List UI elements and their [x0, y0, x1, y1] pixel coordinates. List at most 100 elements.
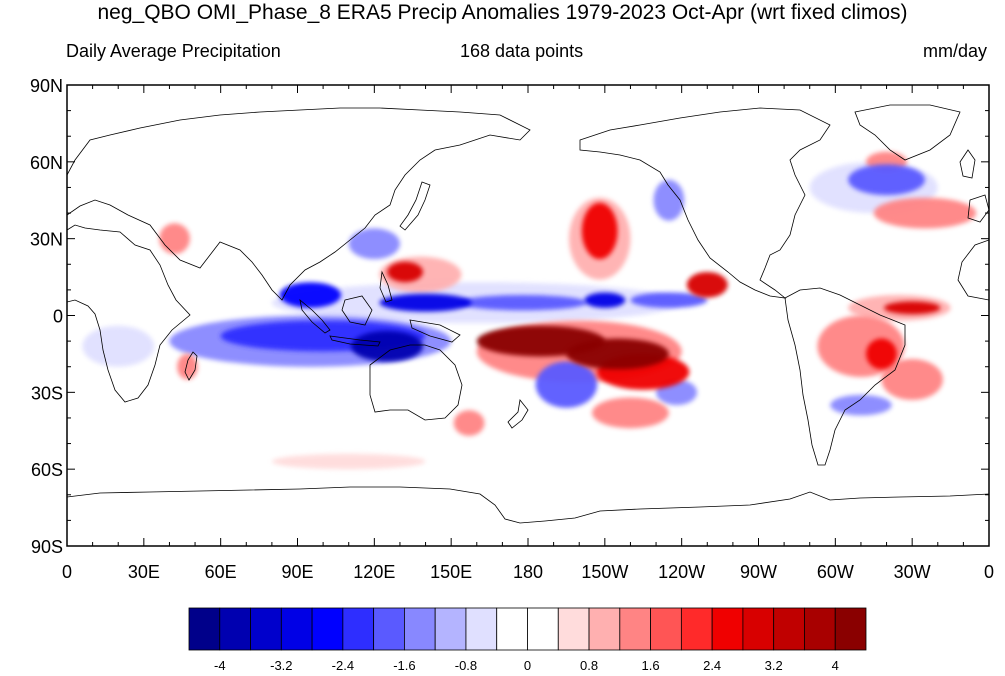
colorbar-swatch: [680, 607, 713, 651]
coastline-new-zealand: [507, 399, 529, 429]
anomaly-equatorial-band-dry: [379, 293, 472, 312]
anomaly-western-pacific-wet: [387, 261, 423, 283]
map-axes: 0 30E 60E 90E 120E 150E 180 150W 120W 90W 60W 30W 0 9…: [30, 76, 994, 582]
coastline-philippines: [379, 270, 393, 303]
colorbar-swatch: [342, 607, 375, 651]
x-tick-label: 150E: [430, 562, 472, 582]
colorbar-tick-label: -1.6: [393, 658, 415, 673]
anomaly-south-pacific-midlat-wet: [592, 397, 669, 429]
x-tick-label: 0: [984, 562, 994, 582]
y-tick-label: 60N: [30, 153, 63, 173]
subtitle-left: Daily Average Precipitation: [66, 41, 281, 61]
anomaly-north-atlantic-wet: [873, 197, 977, 229]
anomaly-eastern-pacific-wet: [686, 271, 728, 298]
colorbar-tick-label: -3.2: [270, 658, 292, 673]
anomaly-bay-of-bengal-dry: [279, 282, 342, 308]
colorbar-swatch: [188, 607, 221, 651]
x-tick-label: 90W: [740, 562, 777, 582]
anomaly-africa-dry: [82, 325, 155, 367]
colorbar-swatch: [834, 607, 867, 651]
colorbar-swatch: [650, 607, 682, 651]
coastline-sumatra: [299, 298, 331, 334]
colorbar-swatch: [619, 607, 651, 651]
colorbar-swatch: [773, 607, 805, 651]
coastline-north-america: [579, 107, 831, 299]
colorbar-tick-label: 2.4: [703, 658, 721, 673]
anomaly-middle-east-wet: [159, 223, 190, 255]
subtitle-center: 168 data points: [460, 41, 584, 61]
chart-title: neg_QBO OMI_Phase_8 ERA5 Precip Anomalie…: [97, 1, 908, 24]
x-tick-label: 120W: [658, 562, 705, 582]
coastline-iberia: [967, 194, 989, 223]
colorbar-swatch: [373, 607, 405, 651]
x-tick-label: 150W: [581, 562, 628, 582]
y-tick-label: 30S: [31, 383, 63, 403]
colorbar-swatch: [588, 607, 621, 651]
y-tick-label: 90N: [30, 76, 63, 96]
coastline-madagascar: [184, 351, 198, 381]
colorbar-tick-label: -2.4: [332, 658, 354, 673]
colorbar-tick-label: 4: [832, 658, 839, 673]
colorbar-swatch: [711, 607, 744, 651]
x-tick-label: 60W: [817, 562, 854, 582]
coastline-greenland: [854, 104, 961, 161]
coastline-borneo: [341, 295, 373, 326]
colorbar-swatch: [404, 607, 436, 651]
colorbar-swatch: [219, 607, 251, 651]
coastline-japan: [399, 181, 431, 231]
y-tick-label: 90S: [31, 537, 63, 557]
coastline-africa: [67, 224, 191, 403]
anomaly-south-atlantic-wet: [881, 359, 943, 401]
colorbar-swatch: [804, 607, 836, 651]
colorbar-swatch: [742, 607, 775, 651]
colorbar-tick-label: -0.8: [455, 658, 477, 673]
y-tick-label: 30N: [30, 230, 63, 250]
colorbar: -4 -3.2 -2.4 -1.6 -0.8 0 0.8 1.6 2.4 3.2 4: [188, 607, 867, 673]
colorbar-swatch: [434, 607, 467, 651]
anomaly-maritime-continent-dry: [351, 330, 423, 362]
x-tick-label: 30W: [894, 562, 931, 582]
anomaly-south-pacific-convergence-wet: [476, 325, 605, 357]
y-tick-label: 60S: [31, 460, 63, 480]
anomaly-southern-ocean-wet: [271, 453, 426, 470]
x-tick-label: 90E: [281, 562, 313, 582]
colorbar-swatch: [465, 607, 498, 651]
coastline-australia: [369, 344, 463, 421]
anomaly-north-pacific-wet: [581, 202, 618, 260]
colorbar-tick-label: 0: [524, 658, 531, 673]
colorbar-tick-label: -4: [214, 658, 226, 673]
x-tick-label: 180: [513, 562, 543, 582]
colorbar-swatch: [280, 607, 313, 651]
colorbar-tick-label: 3.2: [765, 658, 783, 673]
anomaly-south-atlantic-dry: [830, 394, 892, 416]
coastline-west-africa: [957, 239, 989, 301]
y-tick-label: 0: [53, 307, 63, 327]
coastline-british-isles: [959, 149, 976, 179]
anomaly-south-pacific-dry: [535, 361, 598, 408]
colorbar-tick-label: 1.6: [642, 658, 660, 673]
coastline-eurasia: [67, 107, 531, 301]
colorbar-swatch: [496, 607, 528, 651]
subtitle-units: mm/day: [922, 41, 987, 61]
coastline-new-guinea: [409, 319, 461, 343]
anomaly-north-atlantic-dry: [848, 164, 925, 196]
colorbar-swatch: [527, 607, 559, 651]
anomaly-atlantic-itcz-wet: [883, 301, 941, 315]
coastline-java: [329, 335, 381, 347]
anomaly-south-america-wet-core: [866, 338, 897, 370]
anomaly-madagascar-wet: [177, 353, 198, 380]
anomaly-central-pacific-dry-core: [584, 292, 626, 308]
anomaly-east-asia-dry: [348, 228, 400, 260]
colorbar-tick-label: 0.8: [580, 658, 598, 673]
coastline-antarctica: [67, 486, 989, 524]
anomaly-eastern-pacific-dry: [630, 292, 708, 308]
colorbar-swatch: [557, 607, 590, 651]
coastlines: [67, 104, 989, 524]
colorbar-swatch: [311, 607, 344, 651]
x-tick-label: 30E: [128, 562, 160, 582]
x-tick-label: 0: [62, 562, 72, 582]
anomaly-fields: [82, 151, 977, 470]
anomaly-tasman-wet: [453, 410, 485, 436]
coastline-south-america: [784, 287, 906, 466]
